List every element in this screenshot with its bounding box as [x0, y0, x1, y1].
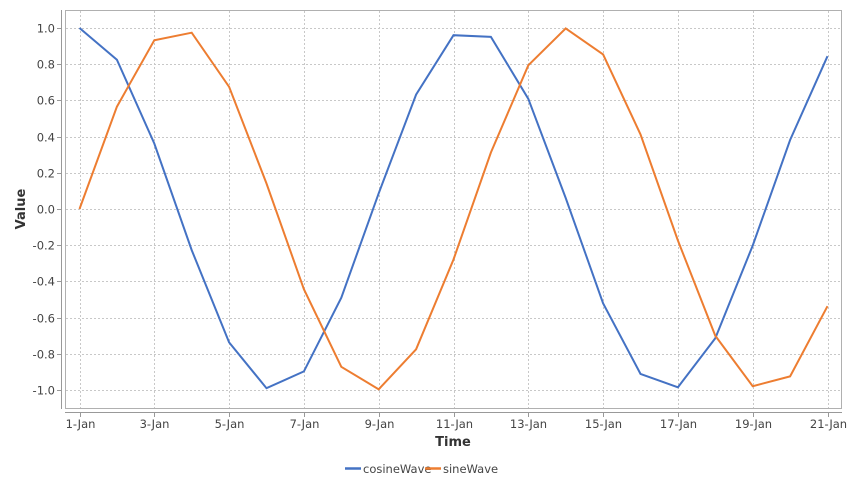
- x-tick-label: 9-Jan: [365, 417, 395, 431]
- y-tick-label: -0.8: [33, 348, 55, 362]
- legend: cosineWave sineWave: [345, 462, 498, 476]
- legend-item-sinewave[interactable]: sineWave: [425, 462, 498, 476]
- y-axis-title: Value: [14, 188, 29, 229]
- y-tick-label: -0.4: [33, 275, 55, 289]
- y-tick-label: 0.4: [37, 131, 55, 145]
- series-lines: [78, 27, 829, 391]
- y-tick-label: 0.8: [37, 58, 55, 72]
- legend-item-cosinewave[interactable]: cosineWave: [345, 462, 431, 476]
- x-axis-title: Time: [435, 435, 471, 450]
- x-tick-label: 19-Jan: [735, 417, 772, 431]
- plot-area: [65, 10, 842, 409]
- y-tick-label: 0.2: [37, 167, 55, 181]
- series-line-sinewave: [78, 27, 829, 391]
- x-axis-ticks: 1-Jan 3-Jan 5-Jan 7-Jan 9-Jan 11-Jan 13-Jan 15-…: [66, 413, 847, 431]
- y-tick-label: 1.0: [37, 22, 55, 36]
- legend-label-cosinewave: cosineWave: [363, 462, 431, 476]
- x-tick-label: 7-Jan: [290, 417, 320, 431]
- x-tick-label: 11-Jan: [436, 417, 473, 431]
- y-tick-label: -0.6: [33, 312, 55, 326]
- x-tick-label: 17-Jan: [660, 417, 697, 431]
- x-tick-label: 21-Jan: [810, 417, 847, 431]
- x-tick-label: 13-Jan: [510, 417, 547, 431]
- x-tick-label: 15-Jan: [585, 417, 622, 431]
- grid-lines: [66, 11, 841, 408]
- y-tick-label: -0.2: [33, 239, 55, 253]
- x-tick-label: 5-Jan: [215, 417, 245, 431]
- y-tick-label: 0.6: [37, 94, 55, 108]
- legend-label-sinewave: sineWave: [443, 462, 498, 476]
- y-tick-label: 0.0: [37, 203, 55, 217]
- x-tick-label: 1-Jan: [66, 417, 96, 431]
- y-axis-ticks: 1.0 0.8 0.6 0.4 0.2 0.0 -0.2 -0.4 -0.6 -0.8 -1.0: [33, 22, 61, 398]
- series-line-cosinewave: [78, 27, 829, 390]
- y-tick-label: -1.0: [33, 384, 55, 398]
- x-tick-label: 3-Jan: [140, 417, 170, 431]
